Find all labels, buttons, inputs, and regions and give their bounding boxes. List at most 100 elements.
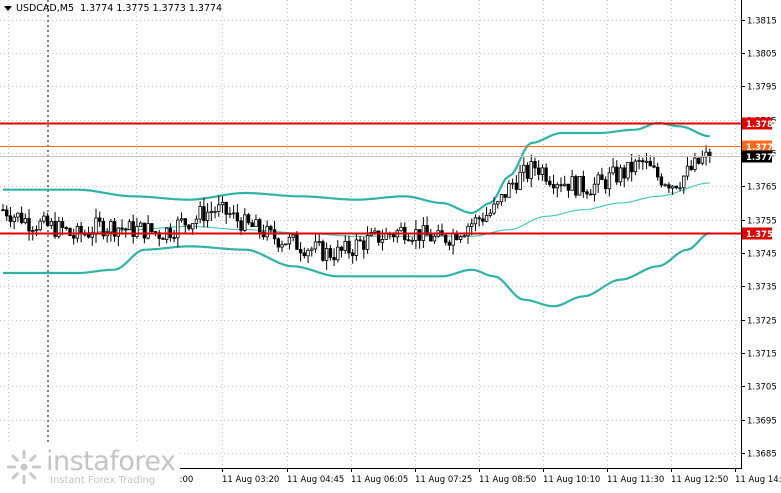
candle (45, 212, 50, 227)
time-tick-label: 11 Aug 06:05 (351, 475, 408, 485)
price-badges: 1.3784 1.3777 1.3751 1.3774 (742, 117, 779, 240)
candle (514, 175, 519, 194)
candle (283, 243, 288, 246)
candle (138, 221, 143, 227)
candle (8, 207, 13, 228)
price-tick-label: 1.3735 (747, 283, 777, 293)
candle (213, 206, 217, 219)
candle (172, 229, 176, 243)
instaforex-logo-icon (7, 450, 41, 484)
candle (443, 234, 448, 246)
time-tick-label: 11 Aug 08:50 (479, 475, 536, 485)
candle (399, 222, 403, 232)
price-tick-label: 1.3765 (747, 183, 777, 193)
candle (209, 201, 213, 221)
price-levels (0, 122, 741, 235)
candle (596, 171, 600, 193)
candle (615, 160, 619, 185)
candle (499, 193, 504, 206)
level-badge-support (742, 227, 772, 240)
candle (310, 246, 314, 257)
candle (339, 245, 344, 258)
time-tick-label: 11 Aug 12:50 (671, 475, 728, 485)
symbol-header[interactable]: USDCAD,M5 1.3774 1.3775 1.3773 1.3774 (4, 3, 222, 15)
candle (529, 154, 533, 188)
candle (120, 219, 124, 235)
candle (473, 214, 478, 232)
candle (112, 218, 117, 243)
price-tick-label: 1.3815 (747, 17, 777, 27)
candle (447, 239, 452, 251)
candle (127, 219, 132, 231)
level-badge-intermediate (742, 140, 772, 153)
price-tick-label: 1.3805 (747, 50, 777, 60)
candle (362, 237, 366, 259)
candle (678, 181, 682, 192)
candle (228, 207, 232, 219)
candle (243, 208, 247, 232)
candle (633, 159, 638, 176)
candle (321, 239, 325, 262)
candle (12, 214, 16, 230)
candles (1, 145, 712, 271)
watermark-tagline: Instant Forex Trading (50, 475, 156, 486)
candle (150, 223, 154, 235)
candle (577, 175, 582, 196)
candle (626, 161, 630, 182)
candle (161, 236, 165, 240)
candle (317, 233, 321, 247)
candle (358, 236, 362, 242)
candle (533, 157, 537, 176)
candle (146, 215, 150, 240)
candle (507, 180, 511, 198)
ohlc-values: 1.3774 1.3775 1.3773 1.3774 (80, 3, 223, 14)
candle (674, 185, 678, 190)
candle (254, 214, 258, 228)
candle (302, 247, 306, 259)
candle (27, 209, 31, 241)
candle (458, 235, 463, 243)
candle (652, 156, 656, 169)
time-tick-label: 11 Aug 14:10 (735, 475, 781, 485)
level-badge-text-support: 1.3751 (746, 230, 779, 240)
candle (60, 217, 65, 236)
candle (42, 211, 46, 224)
level-badge-text-intermediate: 1.3777 (746, 143, 779, 153)
candle (667, 182, 671, 193)
candle (202, 197, 206, 228)
candle (544, 163, 548, 185)
candle (488, 208, 492, 218)
candle (659, 173, 664, 188)
candle (696, 157, 701, 165)
candle (518, 164, 522, 191)
price-tick-label: 1.3685 (747, 450, 777, 460)
price-tick-label: 1.3745 (747, 250, 777, 260)
time-tick-label: 11 Aug 10:10 (543, 475, 600, 485)
price-tick-label: 1.3695 (747, 417, 777, 427)
candle (16, 212, 20, 223)
dropdown-arrow-icon[interactable] (4, 6, 12, 11)
candle (205, 203, 210, 228)
candle (269, 224, 273, 234)
candle (72, 228, 76, 245)
candle (109, 218, 113, 242)
candle (406, 233, 411, 242)
candle (280, 240, 284, 253)
price-tick-label: 1.3715 (747, 350, 777, 360)
candle (23, 213, 27, 225)
candle (522, 157, 526, 182)
candle (630, 154, 634, 182)
candle (566, 183, 571, 198)
candle (570, 169, 574, 191)
candle (239, 217, 243, 235)
candle (644, 153, 649, 170)
candle (131, 214, 135, 244)
lower-band (3, 231, 711, 308)
candle (600, 167, 604, 181)
candle (336, 240, 340, 263)
candle (648, 155, 652, 167)
candle (135, 217, 139, 239)
candle (287, 232, 292, 250)
